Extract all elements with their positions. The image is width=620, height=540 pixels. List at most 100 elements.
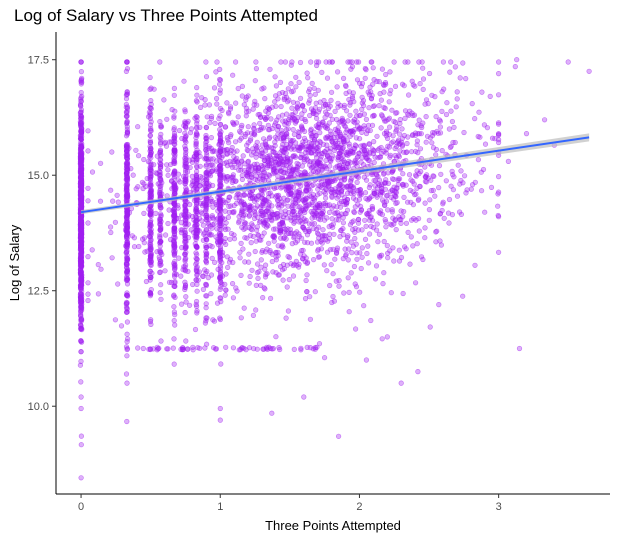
data-point [315,145,321,151]
data-point [158,124,165,130]
data-point [349,149,355,155]
data-point [389,176,396,182]
data-point [290,99,297,105]
data-point [396,247,402,253]
data-point [402,115,408,121]
data-point [158,131,164,137]
data-point [328,262,334,268]
data-point [233,100,239,106]
data-point [216,141,222,147]
data-point [123,113,129,119]
data-point [177,179,183,185]
data-point [340,220,347,226]
data-point [253,151,259,157]
data-point [211,85,218,91]
data-point [288,172,294,178]
data-point [337,133,343,139]
data-point [362,65,368,72]
data-point [541,117,548,123]
data-point [124,171,130,177]
data-point [279,242,285,248]
data-point [333,217,339,223]
data-point [410,189,416,195]
data-point [371,177,377,184]
data-point [204,315,210,321]
data-point [258,127,264,133]
data-point [292,120,299,126]
data-point [363,223,369,229]
data-point [328,97,334,103]
data-point [115,281,121,287]
data-point [286,277,292,283]
data-point [85,128,91,134]
data-point [393,227,399,233]
data-point [373,263,380,269]
data-point [344,238,350,244]
data-point [438,242,445,248]
data-point [147,318,154,325]
data-point [416,117,422,123]
data-point [147,138,153,144]
data-point [252,132,258,138]
data-point [85,254,91,260]
data-point [210,216,216,222]
data-point [318,139,324,145]
data-point [124,159,130,165]
data-point [304,184,311,190]
data-point [297,59,304,66]
data-point [454,193,461,199]
data-point [216,115,222,122]
data-point [323,187,330,193]
data-point [249,267,255,273]
data-point [462,173,468,179]
data-point [172,262,178,269]
data-point [382,217,388,223]
data-point [286,116,292,123]
data-point [148,287,154,293]
data-point [203,281,209,288]
data-point [496,131,502,137]
data-point [342,246,348,252]
data-point [297,208,303,214]
data-point [272,74,278,80]
data-point [280,214,287,220]
data-point [206,102,212,108]
data-point [184,120,190,126]
data-point [372,276,379,282]
data-point [78,258,84,264]
data-point [378,97,385,103]
data-point [172,294,178,301]
data-point [267,248,273,254]
data-point [198,200,204,207]
data-point [296,261,302,268]
data-point [393,127,400,133]
data-point [463,75,469,82]
data-point [97,198,104,204]
data-point [171,115,177,121]
data-point [330,221,336,227]
data-point [217,81,223,87]
data-point [97,160,104,166]
data-point [380,281,386,287]
data-point [261,201,267,207]
data-point [124,353,130,359]
data-point [171,226,177,232]
data-point [379,189,385,196]
data-point [423,139,429,145]
data-point [214,226,220,232]
data-point [410,243,416,249]
data-point [350,90,356,96]
data-point [403,220,410,226]
data-point [379,183,385,189]
data-point [324,75,331,81]
data-point [77,285,84,291]
data-point [433,229,439,235]
data-point [251,122,257,128]
data-point [95,262,101,268]
data-point [164,116,170,122]
data-point [124,89,130,95]
data-point [107,224,114,230]
data-point [257,176,263,182]
data-point [136,243,142,250]
data-point [341,158,347,164]
